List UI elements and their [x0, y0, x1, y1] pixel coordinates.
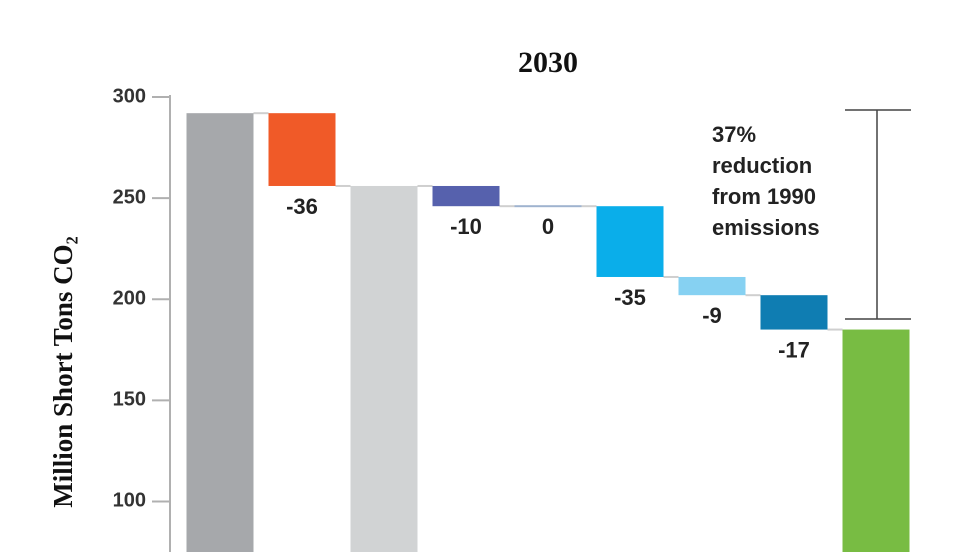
bar: [350, 185, 418, 552]
value-label: -36: [286, 194, 318, 219]
bar: [760, 295, 828, 330]
bar: [268, 113, 336, 186]
value-label: -10: [450, 214, 482, 239]
annotation: from 1990: [712, 184, 816, 209]
bar: [842, 329, 910, 552]
annotation: 37%: [712, 122, 756, 147]
annotation: emissions: [712, 215, 820, 240]
y-tick-label: 150: [113, 389, 146, 411]
value-label: 0: [542, 214, 554, 239]
y-tick-label: 100: [113, 490, 146, 512]
bar: [432, 185, 500, 207]
value-label: -17: [778, 337, 810, 362]
bar: [596, 206, 664, 277]
bar: [678, 276, 746, 296]
chart-title: 2030: [518, 46, 578, 79]
value-label: -35: [614, 285, 646, 310]
bracket: [845, 109, 911, 320]
bar: [186, 113, 254, 552]
bar: [514, 205, 582, 208]
value-label: -9: [702, 303, 722, 328]
y-tick-label: 250: [113, 186, 146, 208]
y-tick-label: 300: [113, 85, 146, 107]
annotation: reduction: [712, 153, 812, 178]
y-axis-label: Million Short Tons CO₂: [48, 236, 78, 507]
y-tick-label: 200: [113, 288, 146, 310]
